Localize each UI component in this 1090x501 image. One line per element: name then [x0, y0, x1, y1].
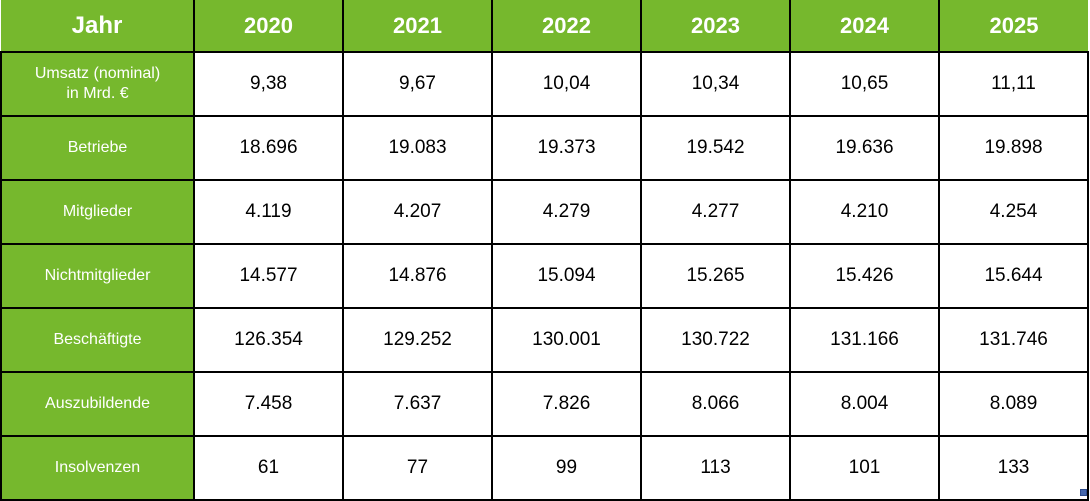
cell-betriebe-2020: 18.696: [193, 115, 344, 181]
cell-auszubildende-2021: 7.637: [342, 371, 493, 437]
cell-insolvenzen-2021: 77: [342, 435, 493, 501]
table-row-mitglieder: Mitglieder 4.119 4.207 4.279 4.277 4.210…: [0, 179, 1089, 245]
row-label-insolvenzen: Insolvenzen: [0, 435, 195, 501]
cell-beschaeftigte-2025: 131.746: [938, 307, 1089, 373]
cell-betriebe-2023: 19.542: [640, 115, 791, 181]
cell-auszubildende-2023: 8.066: [640, 371, 791, 437]
cell-auszubildende-2025: 8.089: [938, 371, 1089, 437]
table-row-nichtmitglieder: Nichtmitglieder 14.577 14.876 15.094 15.…: [0, 243, 1089, 309]
cell-beschaeftigte-2024: 131.166: [789, 307, 940, 373]
year-header-2020: 2020: [193, 0, 344, 53]
year-header-2023: 2023: [640, 0, 791, 53]
cell-umsatz-2021: 9,67: [342, 51, 493, 117]
cell-insolvenzen-2024: 101: [789, 435, 940, 501]
cell-auszubildende-2020: 7.458: [193, 371, 344, 437]
cell-umsatz-2023: 10,34: [640, 51, 791, 117]
cell-insolvenzen-2023: 113: [640, 435, 791, 501]
cell-umsatz-2025: 11,11: [938, 51, 1089, 117]
corner-header-jahr: Jahr: [1, 0, 195, 53]
table-row-insolvenzen: Insolvenzen 61 77 99 113 101 133: [0, 435, 1089, 501]
cell-umsatz-2022: 10,04: [491, 51, 642, 117]
cell-betriebe-2022: 19.373: [491, 115, 642, 181]
table-row-beschaeftigte: Beschäftigte 126.354 129.252 130.001 130…: [0, 307, 1089, 373]
cell-insolvenzen-2022: 99: [491, 435, 642, 501]
cell-auszubildende-2022: 7.826: [491, 371, 642, 437]
cell-mitglieder-2025: 4.254: [938, 179, 1089, 245]
cell-nichtmitglieder-2021: 14.876: [342, 243, 493, 309]
row-label-auszubildende: Auszubildende: [0, 371, 195, 437]
cell-nichtmitglieder-2025: 15.644: [938, 243, 1089, 309]
year-header-2024: 2024: [789, 0, 940, 53]
year-header-2025: 2025: [938, 0, 1088, 53]
cell-betriebe-2025: 19.898: [938, 115, 1089, 181]
cell-nichtmitglieder-2023: 15.265: [640, 243, 791, 309]
table-row-auszubildende: Auszubildende 7.458 7.637 7.826 8.066 8.…: [0, 371, 1089, 437]
table-row-umsatz: Umsatz (nominal) in Mrd. € 9,38 9,67 10,…: [0, 51, 1089, 117]
table-row-betriebe: Betriebe 18.696 19.083 19.373 19.542 19.…: [0, 115, 1089, 181]
cell-nichtmitglieder-2022: 15.094: [491, 243, 642, 309]
cell-mitglieder-2021: 4.207: [342, 179, 493, 245]
row-label-nichtmitglieder: Nichtmitglieder: [0, 243, 195, 309]
cell-beschaeftigte-2021: 129.252: [342, 307, 493, 373]
fill-handle-icon[interactable]: [1080, 489, 1087, 496]
cell-insolvenzen-2020: 61: [193, 435, 344, 501]
cell-mitglieder-2023: 4.277: [640, 179, 791, 245]
cell-beschaeftigte-2022: 130.001: [491, 307, 642, 373]
year-header-2021: 2021: [342, 0, 493, 53]
cell-auszubildende-2024: 8.004: [789, 371, 940, 437]
header-row: Jahr 2020 2021 2022 2023 2024 2025: [1, 0, 1088, 53]
cell-beschaeftigte-2023: 130.722: [640, 307, 791, 373]
cell-nichtmitglieder-2020: 14.577: [193, 243, 344, 309]
row-label-umsatz: Umsatz (nominal) in Mrd. €: [0, 51, 195, 117]
year-header-2022: 2022: [491, 0, 642, 53]
row-label-mitglieder: Mitglieder: [0, 179, 195, 245]
cell-mitglieder-2024: 4.210: [789, 179, 940, 245]
cell-umsatz-2024: 10,65: [789, 51, 940, 117]
cell-insolvenzen-2025: 133: [938, 435, 1089, 501]
cell-mitglieder-2020: 4.119: [193, 179, 344, 245]
cell-betriebe-2021: 19.083: [342, 115, 493, 181]
cell-mitglieder-2022: 4.279: [491, 179, 642, 245]
cell-nichtmitglieder-2024: 15.426: [789, 243, 940, 309]
row-label-betriebe: Betriebe: [0, 115, 195, 181]
cell-umsatz-2020: 9,38: [193, 51, 344, 117]
cell-betriebe-2024: 19.636: [789, 115, 940, 181]
cell-beschaeftigte-2020: 126.354: [193, 307, 344, 373]
row-label-beschaeftigte: Beschäftigte: [0, 307, 195, 373]
